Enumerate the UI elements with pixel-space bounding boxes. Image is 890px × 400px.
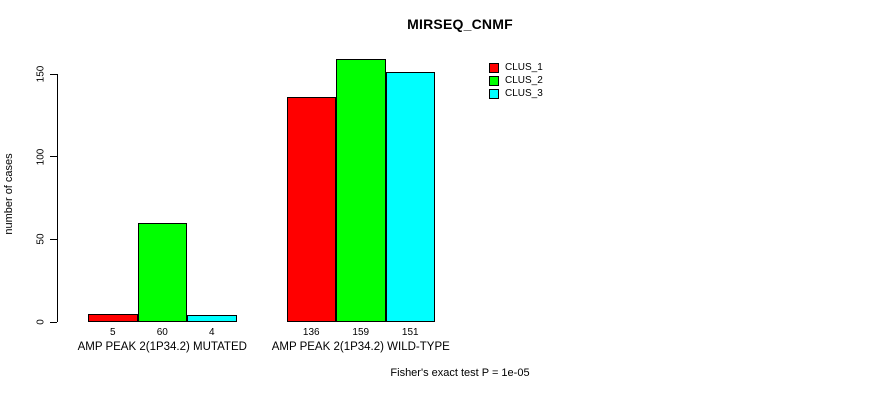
bar-clus_3-group0 [187,315,237,322]
x-category-label-wild-type: AMP PEAK 2(1P34.2) WILD-TYPE [271,341,450,353]
y-tick-label: 100 [35,148,47,165]
bar-value-label: 5 [109,327,116,338]
y-tick-mark [50,321,57,323]
bar-clus_3-group1 [385,72,435,322]
legend-swatch-icon [489,63,499,73]
y-tick-mark [50,238,57,240]
bar-value-label: 159 [352,327,370,338]
y-tick-label: 150 [35,65,47,83]
legend-label: CLUS_1 [505,62,543,73]
legend-label: CLUS_2 [505,75,543,86]
y-tick-label: 0 [35,319,47,325]
y-axis-label: number of cases [3,153,15,235]
bar-value-label: 60 [156,327,168,338]
legend-swatch-icon [489,76,499,86]
bar-clus_1-group1 [286,97,336,322]
legend-label: CLUS_3 [505,88,543,99]
legend-item-clus_2: CLUS_2 [489,76,543,86]
bar-value-label: 151 [401,327,419,338]
y-axis-line [57,74,58,322]
y-tick-mark [50,73,57,75]
bar-clus_2-group0 [137,222,187,322]
y-tick-mark [50,156,57,158]
legend-item-clus_3: CLUS_3 [489,89,543,99]
legend-item-clus_1: CLUS_1 [489,63,543,73]
y-tick-label: 50 [35,233,47,245]
legend-swatch-icon [489,89,499,99]
bar-clus_2-group1 [336,59,386,322]
legend: CLUS_1 CLUS_2 CLUS_3 [489,63,543,102]
bar-clus_1-group0 [88,313,138,322]
x-category-label-mutated: AMP PEAK 2(1P34.2) MUTATED [77,341,247,353]
chart-title: MIRSEQ_CNMF [407,16,513,32]
bar-value-label: 136 [302,327,320,338]
footnote-pvalue: Fisher's exact test P = 1e-05 [390,367,530,379]
bar-value-label: 4 [208,327,215,338]
